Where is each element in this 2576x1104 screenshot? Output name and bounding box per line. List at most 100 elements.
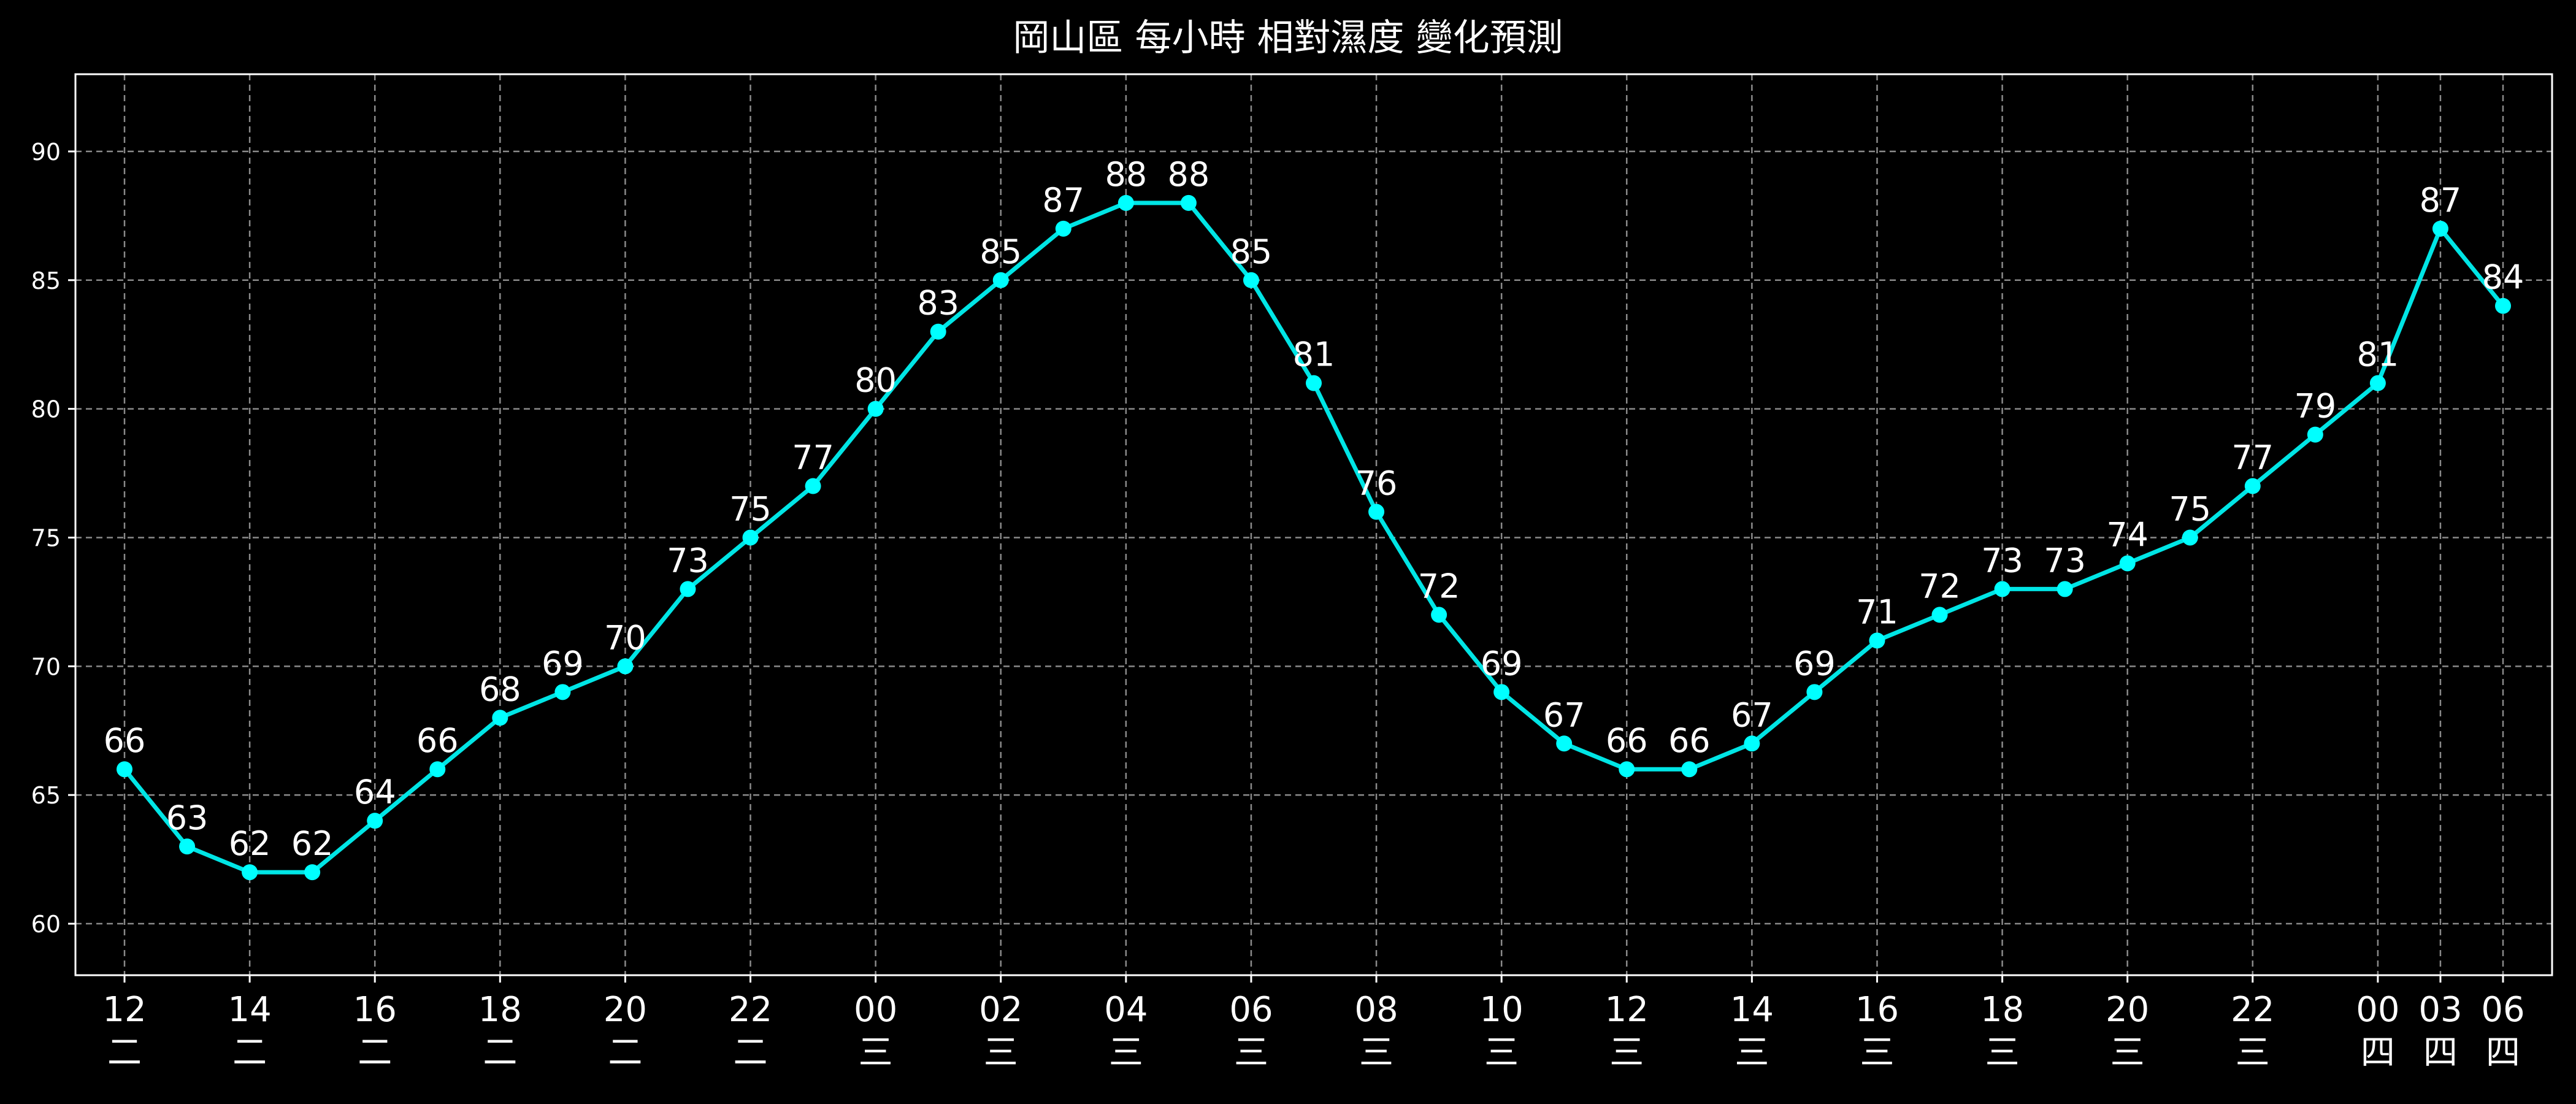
data-label: 81 [1293, 335, 1335, 374]
data-label: 69 [1793, 644, 1836, 683]
x-tick-hour: 14 [228, 990, 271, 1030]
data-label: 73 [667, 541, 709, 580]
x-tick-day: 三 [2110, 1033, 2145, 1073]
data-point [617, 658, 634, 675]
data-point [1431, 607, 1447, 623]
plot-frame [74, 73, 2553, 976]
data-point [1806, 684, 1823, 700]
data-point [992, 272, 1009, 288]
data-point [2119, 555, 2136, 572]
x-tick-hour: 14 [1730, 990, 1774, 1030]
data-label: 85 [1230, 232, 1273, 271]
x-tick-day: 二 [107, 1033, 142, 1073]
data-label: 79 [2294, 387, 2336, 426]
x-tick-hour: 12 [1605, 990, 1649, 1030]
x-tick-day: 三 [859, 1033, 893, 1073]
y-axis: 60 65 70 75 80 85 90 [31, 139, 75, 938]
data-label: 75 [2169, 489, 2211, 528]
data-point [680, 581, 696, 597]
data-point [242, 864, 258, 881]
x-tick-day: 三 [1359, 1033, 1393, 1073]
x-tick-hour: 12 [102, 990, 146, 1030]
series-relative-humidity [117, 194, 2511, 881]
data-label: 66 [1606, 721, 1648, 760]
data-label: 67 [1543, 696, 1585, 734]
x-tick-hour: 06 [2481, 990, 2524, 1030]
data-point [1869, 632, 1885, 649]
x-tick-day: 二 [358, 1033, 392, 1073]
x-tick-hour: 22 [729, 990, 772, 1030]
data-point [554, 684, 571, 700]
y-tick-label: 90 [31, 139, 61, 166]
x-tick-hour: 02 [979, 990, 1022, 1030]
data-point [2307, 426, 2323, 443]
x-tick-hour: 00 [2356, 990, 2399, 1030]
x-tick-day: 三 [1735, 1033, 1769, 1073]
chart-title: 岡山區 每小時 相對濕度 變化預測 [1013, 17, 1563, 59]
data-label: 62 [291, 824, 334, 863]
x-tick-day: 三 [1109, 1033, 1143, 1073]
data-point [1994, 581, 2011, 597]
data-point [1243, 272, 1259, 288]
data-label: 72 [1919, 567, 1961, 605]
x-axis: 12二14二16二18二20二22二00三02三04三06三08三10三12三1… [102, 975, 2525, 1073]
data-label: 66 [104, 721, 146, 760]
y-tick-label: 60 [31, 911, 61, 938]
data-label: 88 [1105, 155, 1147, 194]
y-tick-label: 85 [31, 267, 61, 294]
data-point [117, 761, 132, 778]
data-point [367, 813, 383, 829]
data-point [2182, 529, 2198, 546]
data-point [1744, 735, 1760, 752]
data-point [2057, 581, 2073, 597]
data-point [2432, 220, 2448, 237]
data-point [429, 761, 446, 778]
data-point [1180, 194, 1197, 211]
data-label: 73 [2044, 541, 2086, 580]
data-point [805, 478, 821, 494]
x-tick-day: 四 [2486, 1033, 2520, 1073]
data-label: 62 [229, 824, 271, 863]
x-tick-hour: 22 [2231, 990, 2274, 1030]
x-tick-day: 三 [2236, 1033, 2270, 1073]
data-point [867, 401, 884, 417]
data-label: 63 [166, 799, 209, 837]
data-label: 71 [1856, 592, 1898, 631]
data-point [1306, 375, 1322, 391]
x-tick-day: 四 [2423, 1033, 2458, 1073]
x-tick-hour: 20 [604, 990, 647, 1030]
data-point [1493, 684, 1510, 700]
data-label: 80 [854, 361, 897, 400]
data-labels: 66 63 62 62 64 66 68 69 70 73 75 77 80 83 85 87 88 88 85 81… [104, 155, 2524, 863]
data-point [742, 529, 759, 546]
x-tick-day: 二 [608, 1033, 642, 1073]
x-tick-hour: 08 [1354, 990, 1398, 1030]
x-tick-day: 三 [1234, 1033, 1268, 1073]
x-tick-hour: 10 [1480, 990, 1524, 1030]
y-tick-label: 80 [31, 396, 61, 423]
data-label: 66 [1668, 721, 1711, 760]
x-tick-day: 四 [2361, 1033, 2395, 1073]
data-point [1117, 194, 1134, 211]
x-tick-day: 二 [734, 1033, 768, 1073]
data-label: 73 [1981, 541, 2023, 580]
data-label: 66 [416, 721, 459, 760]
x-tick-day: 二 [232, 1033, 267, 1073]
data-point [1055, 220, 1071, 237]
data-label: 67 [1731, 696, 1773, 734]
data-label: 87 [1042, 181, 1084, 220]
data-label: 76 [1355, 464, 1398, 503]
data-label: 68 [479, 670, 521, 708]
y-tick-label: 70 [31, 653, 61, 680]
data-label: 72 [1418, 567, 1460, 605]
x-tick-hour: 16 [353, 990, 397, 1030]
x-tick-day: 三 [1860, 1033, 1894, 1073]
data-point [2495, 297, 2511, 314]
data-label: 83 [917, 284, 959, 323]
data-point [1556, 735, 1573, 752]
data-label: 81 [2357, 335, 2399, 374]
data-point [1368, 504, 1385, 520]
data-label: 70 [604, 618, 646, 657]
